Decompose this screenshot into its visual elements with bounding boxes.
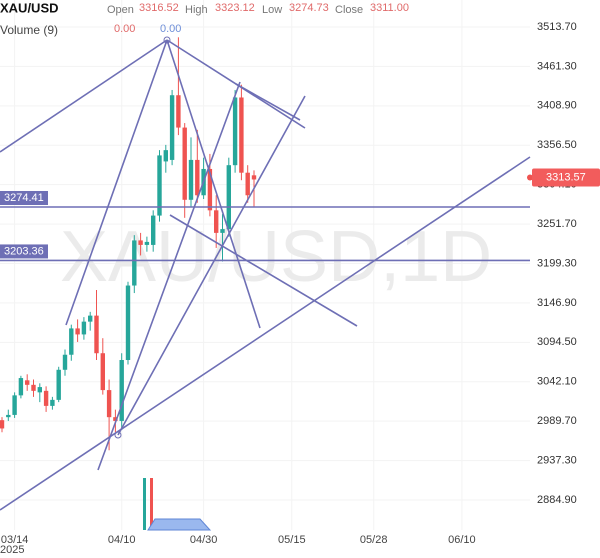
y-tick-label: 3199.30 bbox=[537, 257, 577, 269]
legend-value: 3323.12 bbox=[215, 2, 255, 14]
candle-body bbox=[207, 168, 213, 211]
y-tick-label: 3251.70 bbox=[537, 218, 577, 230]
trend-line bbox=[117, 95, 306, 436]
price-marker bbox=[527, 174, 533, 181]
candle-body bbox=[100, 353, 105, 391]
x-tick-label: 05/15 bbox=[278, 534, 306, 546]
candle-body bbox=[50, 399, 55, 406]
candle-body bbox=[232, 97, 238, 166]
trend-line bbox=[0, 39, 168, 153]
y-tick-label: 2989.70 bbox=[537, 415, 577, 427]
candle-body bbox=[56, 369, 61, 400]
x-tick-label: 04/10 bbox=[108, 534, 136, 546]
legend-label: High bbox=[185, 4, 208, 16]
candle-body bbox=[94, 315, 99, 354]
legend-label: Low bbox=[262, 4, 282, 16]
y-tick-label: 3356.50 bbox=[537, 139, 577, 151]
candle-body bbox=[226, 165, 231, 230]
candle-body bbox=[106, 390, 112, 418]
candle-body bbox=[113, 417, 118, 421]
volume-bar bbox=[143, 478, 146, 530]
legend-label: Open bbox=[107, 4, 134, 16]
trend-line bbox=[166, 39, 261, 329]
y-tick-label: 3146.90 bbox=[537, 297, 577, 309]
y-tick-label: 3408.90 bbox=[537, 100, 577, 112]
hline-label: 3203.36 bbox=[4, 245, 44, 257]
candle-body bbox=[12, 395, 17, 415]
volume-label: Volume (9) bbox=[0, 23, 58, 37]
legend-label: Close bbox=[335, 4, 363, 16]
volume-shape bbox=[147, 518, 212, 531]
trend-line bbox=[235, 83, 301, 121]
y-tick-label: 3094.50 bbox=[537, 336, 577, 348]
x-tick-label: 05/28 bbox=[360, 534, 388, 546]
candle-body bbox=[163, 150, 168, 162]
candle-body bbox=[0, 420, 5, 429]
candle-body bbox=[251, 175, 257, 180]
y-tick-label: 3461.30 bbox=[537, 60, 577, 72]
candle-body bbox=[125, 285, 131, 361]
drawing-tools bbox=[0, 36, 531, 531]
trend-line bbox=[97, 81, 241, 471]
candle-body bbox=[220, 229, 225, 233]
hline-label-bg bbox=[0, 190, 48, 205]
candle-body bbox=[25, 380, 30, 385]
candles bbox=[0, 37, 257, 451]
candle-body bbox=[239, 97, 244, 173]
x-sublabel: 2025 bbox=[0, 544, 24, 556]
legend-value: 3274.73 bbox=[289, 2, 329, 14]
legend: XAU/USD Open 3316.52 High 3323.12 Low 32… bbox=[0, 0, 409, 37]
candle-body bbox=[43, 390, 49, 406]
legend-value: 3311.00 bbox=[370, 2, 409, 14]
candle-body bbox=[138, 240, 143, 245]
candle-body bbox=[81, 321, 87, 335]
symbol: XAU/USD bbox=[0, 0, 59, 15]
candle-body bbox=[151, 215, 156, 245]
candle-body bbox=[88, 315, 93, 322]
candle-body bbox=[195, 159, 200, 196]
y-tick-label: 3513.70 bbox=[537, 21, 577, 33]
hline-label: 3274.41 bbox=[4, 192, 44, 204]
candle-body bbox=[188, 159, 194, 200]
candle-body bbox=[6, 414, 11, 418]
candle-body bbox=[31, 384, 36, 391]
anchor bbox=[114, 431, 122, 439]
y-tick-label: 2937.30 bbox=[537, 454, 577, 466]
anchor bbox=[163, 36, 171, 44]
y-tick-label: 2884.90 bbox=[537, 494, 577, 506]
x-tick-label: 03/14 bbox=[1, 534, 29, 546]
price-tag-label: 3313.57 bbox=[546, 171, 586, 183]
candle-body bbox=[214, 210, 219, 233]
volume-value: 0.00 bbox=[160, 23, 181, 35]
candle-body bbox=[69, 328, 74, 355]
candle-body bbox=[75, 328, 80, 335]
candle-body bbox=[169, 95, 175, 160]
candle-body bbox=[144, 241, 150, 245]
overlay: 3513.703461.303408.903356.503304.103251.… bbox=[0, 21, 600, 556]
price-tag bbox=[532, 168, 600, 187]
candle-body bbox=[37, 387, 42, 393]
candle-body bbox=[182, 127, 187, 200]
candle-body bbox=[176, 95, 181, 128]
candle-body bbox=[157, 155, 162, 216]
candle-body bbox=[245, 172, 250, 196]
trend-line bbox=[169, 214, 358, 327]
x-tick-label: 04/30 bbox=[190, 534, 218, 546]
legend-value: 3316.52 bbox=[139, 2, 179, 14]
volume-bar bbox=[150, 478, 153, 530]
grid bbox=[0, 0, 530, 530]
candle-body bbox=[119, 360, 124, 421]
trend-line bbox=[0, 156, 531, 511]
candle-body bbox=[132, 240, 137, 286]
candle-body bbox=[62, 354, 68, 370]
y-tick-label: 3042.10 bbox=[537, 376, 577, 388]
trend-line bbox=[65, 39, 168, 326]
volume-value: 0.00 bbox=[114, 23, 135, 35]
hline-label-bg bbox=[0, 244, 48, 259]
watermark: XAU/USD,1D bbox=[60, 217, 492, 297]
x-tick-label: 06/10 bbox=[448, 534, 476, 546]
candle-body bbox=[18, 378, 24, 396]
